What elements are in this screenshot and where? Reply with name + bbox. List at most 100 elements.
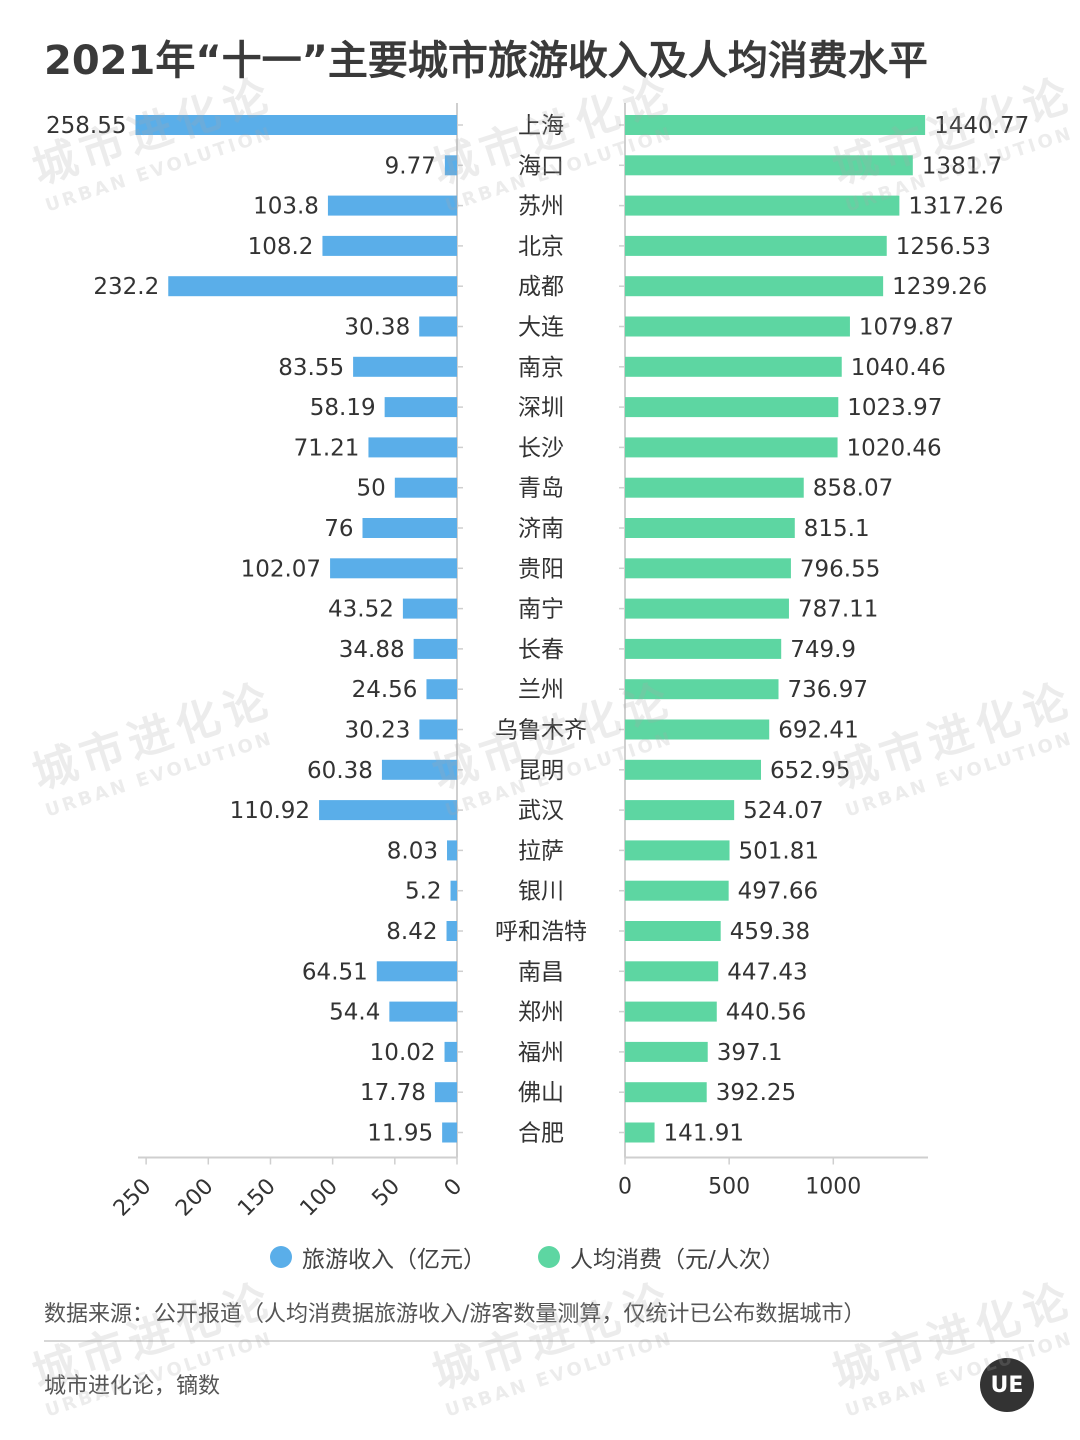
bar-spending [625,1122,655,1143]
bar-spending [625,679,779,700]
data-label-spending: 447.43 [727,959,807,985]
data-label-spending: 858.07 [813,476,893,502]
category-label: 深圳 [518,395,564,421]
data-label-spending: 497.66 [738,879,818,905]
bar-income [327,195,457,216]
bar-spending [625,1041,708,1062]
category-label: 南京 [518,355,564,381]
data-label-spending: 1023.97 [847,395,942,421]
bar-income [389,1001,457,1022]
bar-income [322,235,457,256]
bar-income [135,115,457,135]
right-x-tick-label: 0 [618,1175,632,1200]
category-label: 南宁 [518,597,564,623]
data-label-income: 103.8 [253,194,319,220]
data-label-spending: 459.38 [730,919,810,945]
bar-income [330,558,457,579]
bar-income [419,719,457,740]
bar-income [168,276,458,297]
category-label: 海口 [518,153,564,179]
data-label-income: 110.92 [230,798,310,824]
data-label-income: 30.23 [345,718,411,744]
watermark: 城市进化论 URBAN EVOLUTION [426,1273,680,1422]
bar-spending [625,276,884,297]
left-x-tick-label: 250 [109,1174,156,1221]
category-label: 青岛 [518,476,564,502]
category-label: 昆明 [518,758,564,784]
left-x-tick-label: 0 [440,1174,468,1202]
category-label: 大连 [518,315,564,341]
data-label-spending: 1040.46 [851,355,946,381]
data-label-spending: 1381.7 [922,153,1002,179]
bar-income [353,356,457,377]
category-label: 南昌 [518,959,564,985]
data-label-income: 8.03 [387,838,438,864]
bar-income [442,1122,457,1143]
data-label-income: 232.2 [93,274,159,300]
category-label: 成都 [518,274,564,300]
data-label-income: 64.51 [302,959,368,985]
category-label: 贵阳 [518,556,564,582]
data-label-income: 24.56 [352,677,418,703]
bar-income [362,518,457,538]
data-label-spending: 397.1 [717,1040,783,1066]
data-label-income: 43.52 [328,597,394,623]
data-label-spending: 440.56 [726,1000,806,1026]
data-label-income: 76 [324,516,353,542]
data-label-income: 5.2 [405,879,442,905]
left-x-tick-label: 100 [296,1174,343,1221]
bar-income [394,477,457,498]
bar-spending [625,558,791,579]
data-label-income: 60.38 [307,758,373,784]
category-label: 济南 [518,516,564,542]
credit-line: 城市进化论，镝数 [44,1374,221,1399]
legend-item-income: 旅游收入（亿元） [270,1240,486,1274]
category-label: 合肥 [518,1121,564,1147]
data-label-income: 50 [357,476,386,502]
data-label-income: 8.42 [386,919,437,945]
data-label-income: 54.4 [329,1000,380,1026]
bar-income [447,840,457,861]
bar-spending [625,1082,707,1103]
bar-spending [625,235,887,256]
chart-svg: 258.55 1440.77 上海 9.77 1381.7 海口 103.8 1317.26 苏… [46,103,1029,1221]
category-label: 呼和浩特 [495,919,587,945]
data-label-spending: 1256.53 [896,234,991,260]
data-label-spending: 501.81 [739,838,819,864]
category-label: 兰州 [518,677,564,703]
bar-spending [625,477,804,498]
data-label-income: 34.88 [339,637,405,663]
bar-income [413,638,457,659]
data-label-income: 9.77 [385,153,436,179]
data-label-income: 102.07 [241,556,321,582]
bar-spending [625,638,782,659]
data-label-spending: 1317.26 [908,194,1003,220]
bar-income [446,921,457,941]
legend-swatch-income [270,1246,292,1268]
chart-legend: 旅游收入（亿元） 人均消费（元/人次） [270,1240,785,1274]
left-x-tick-label: 50 [368,1174,405,1211]
watermark: 城市进化论 URBAN EVOLUTION [826,1273,1080,1422]
category-label: 郑州 [518,1000,564,1026]
left-x-tick-label: 200 [171,1174,218,1221]
bar-spending [625,840,730,861]
bar-income [402,598,457,619]
data-label-spending: 749.9 [790,637,856,663]
bar-spending [625,880,729,901]
category-label: 银川 [518,879,564,905]
data-label-income: 71.21 [294,435,360,461]
data-label-spending: 692.41 [778,718,858,744]
category-label: 武汉 [518,798,564,824]
data-label-spending: 736.97 [788,677,868,703]
data-label-spending: 1020.46 [847,435,942,461]
data-label-spending: 392.25 [716,1080,796,1106]
bar-income [419,316,457,337]
bar-income [381,759,457,780]
bar-spending [625,155,913,176]
data-label-spending: 524.07 [743,798,823,824]
data-label-spending: 1079.87 [859,315,954,341]
data-source-note: 数据来源：公开报道（人均消费据旅游收入/游客数量测算，仅统计已公布数据城市） [44,1296,1034,1342]
category-label: 长春 [518,637,564,663]
bar-spending [625,356,842,377]
